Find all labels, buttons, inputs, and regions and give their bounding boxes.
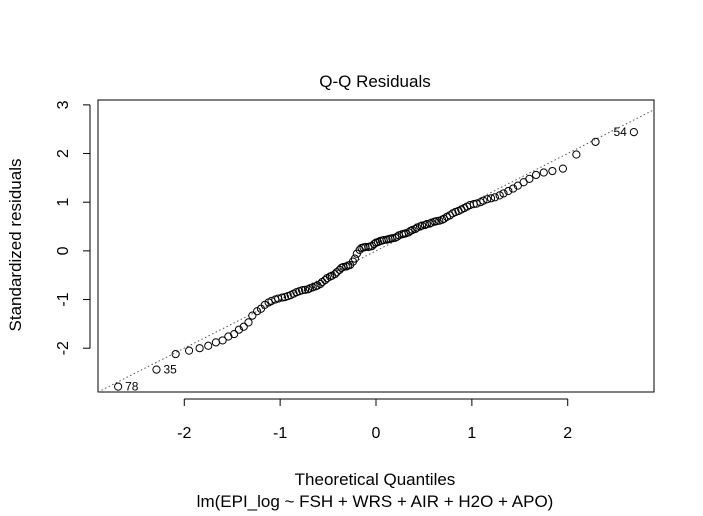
y-tick-label: 3: [55, 100, 72, 109]
data-point: [486, 194, 496, 203]
point-label: 54: [614, 125, 628, 139]
data-point: [531, 170, 541, 180]
x-axis-label: Theoretical Quantiles: [295, 470, 456, 489]
data-point: [392, 232, 402, 241]
data-point: [330, 270, 339, 279]
data-point: [406, 226, 415, 236]
y-tick-label: -2: [55, 341, 72, 355]
data-point: [298, 286, 307, 295]
data-point: [373, 238, 383, 247]
data-point: [591, 137, 600, 146]
x-tick-label: -2: [177, 425, 191, 442]
data-point: [504, 186, 513, 196]
data-point: [332, 268, 341, 277]
data-point: [438, 215, 447, 224]
data-point: [195, 344, 204, 353]
x-tick-label: 0: [372, 425, 381, 442]
data-point: [572, 150, 581, 159]
y-axis-label: Standardized residuals: [6, 159, 25, 332]
x-tick-label: 1: [467, 425, 476, 442]
y-tick-label: 0: [55, 246, 72, 255]
data-point: [171, 349, 180, 359]
data-point: [411, 224, 420, 234]
data-point: [311, 282, 320, 291]
data-point: [218, 336, 227, 345]
data-point: [629, 128, 638, 137]
y-tick-label: 1: [55, 198, 72, 207]
data-point: [499, 189, 508, 198]
data-point: [350, 254, 360, 263]
data-point: [300, 285, 310, 294]
data-point: [548, 166, 557, 176]
data-point: [558, 164, 568, 173]
data-point: [539, 168, 548, 177]
data-point: [432, 217, 441, 226]
data-point: [303, 285, 313, 294]
x-tick-label: -1: [273, 425, 287, 442]
chart-title: Q-Q Residuals: [319, 72, 430, 91]
data-point: [211, 338, 221, 347]
data-point: [495, 191, 504, 200]
data-point: [490, 193, 499, 202]
data-point: [224, 332, 233, 341]
data-point: [472, 199, 481, 208]
reference-line: [97, 109, 655, 393]
point-label: 35: [163, 363, 177, 377]
data-point: [239, 322, 248, 331]
data-point: [230, 329, 239, 339]
data-point: [342, 262, 351, 271]
data-point: [422, 220, 431, 229]
data-point: [388, 234, 397, 243]
data-point: [479, 196, 488, 205]
data-point: [417, 221, 427, 230]
x-tick-label: 2: [563, 425, 572, 442]
data-point: [248, 311, 257, 320]
plot-frame: [97, 99, 655, 393]
data-point: [152, 365, 161, 374]
data-point: [525, 174, 534, 183]
chart-subtitle: lm(EPI_log ~ FSH + WRS + AIR + H2O + APO…: [197, 492, 554, 511]
data-point: [114, 382, 123, 391]
data-point: [277, 293, 287, 302]
data-point: [325, 272, 335, 281]
data-point: [234, 325, 244, 334]
data-point: [483, 195, 492, 204]
y-tick-label: 2: [55, 149, 72, 158]
data-point: [508, 184, 518, 193]
data-point: [244, 318, 253, 327]
data-point: [184, 346, 194, 355]
y-tick-label: -1: [55, 292, 72, 306]
point-label: 78: [125, 380, 139, 394]
data-point: [204, 341, 213, 350]
